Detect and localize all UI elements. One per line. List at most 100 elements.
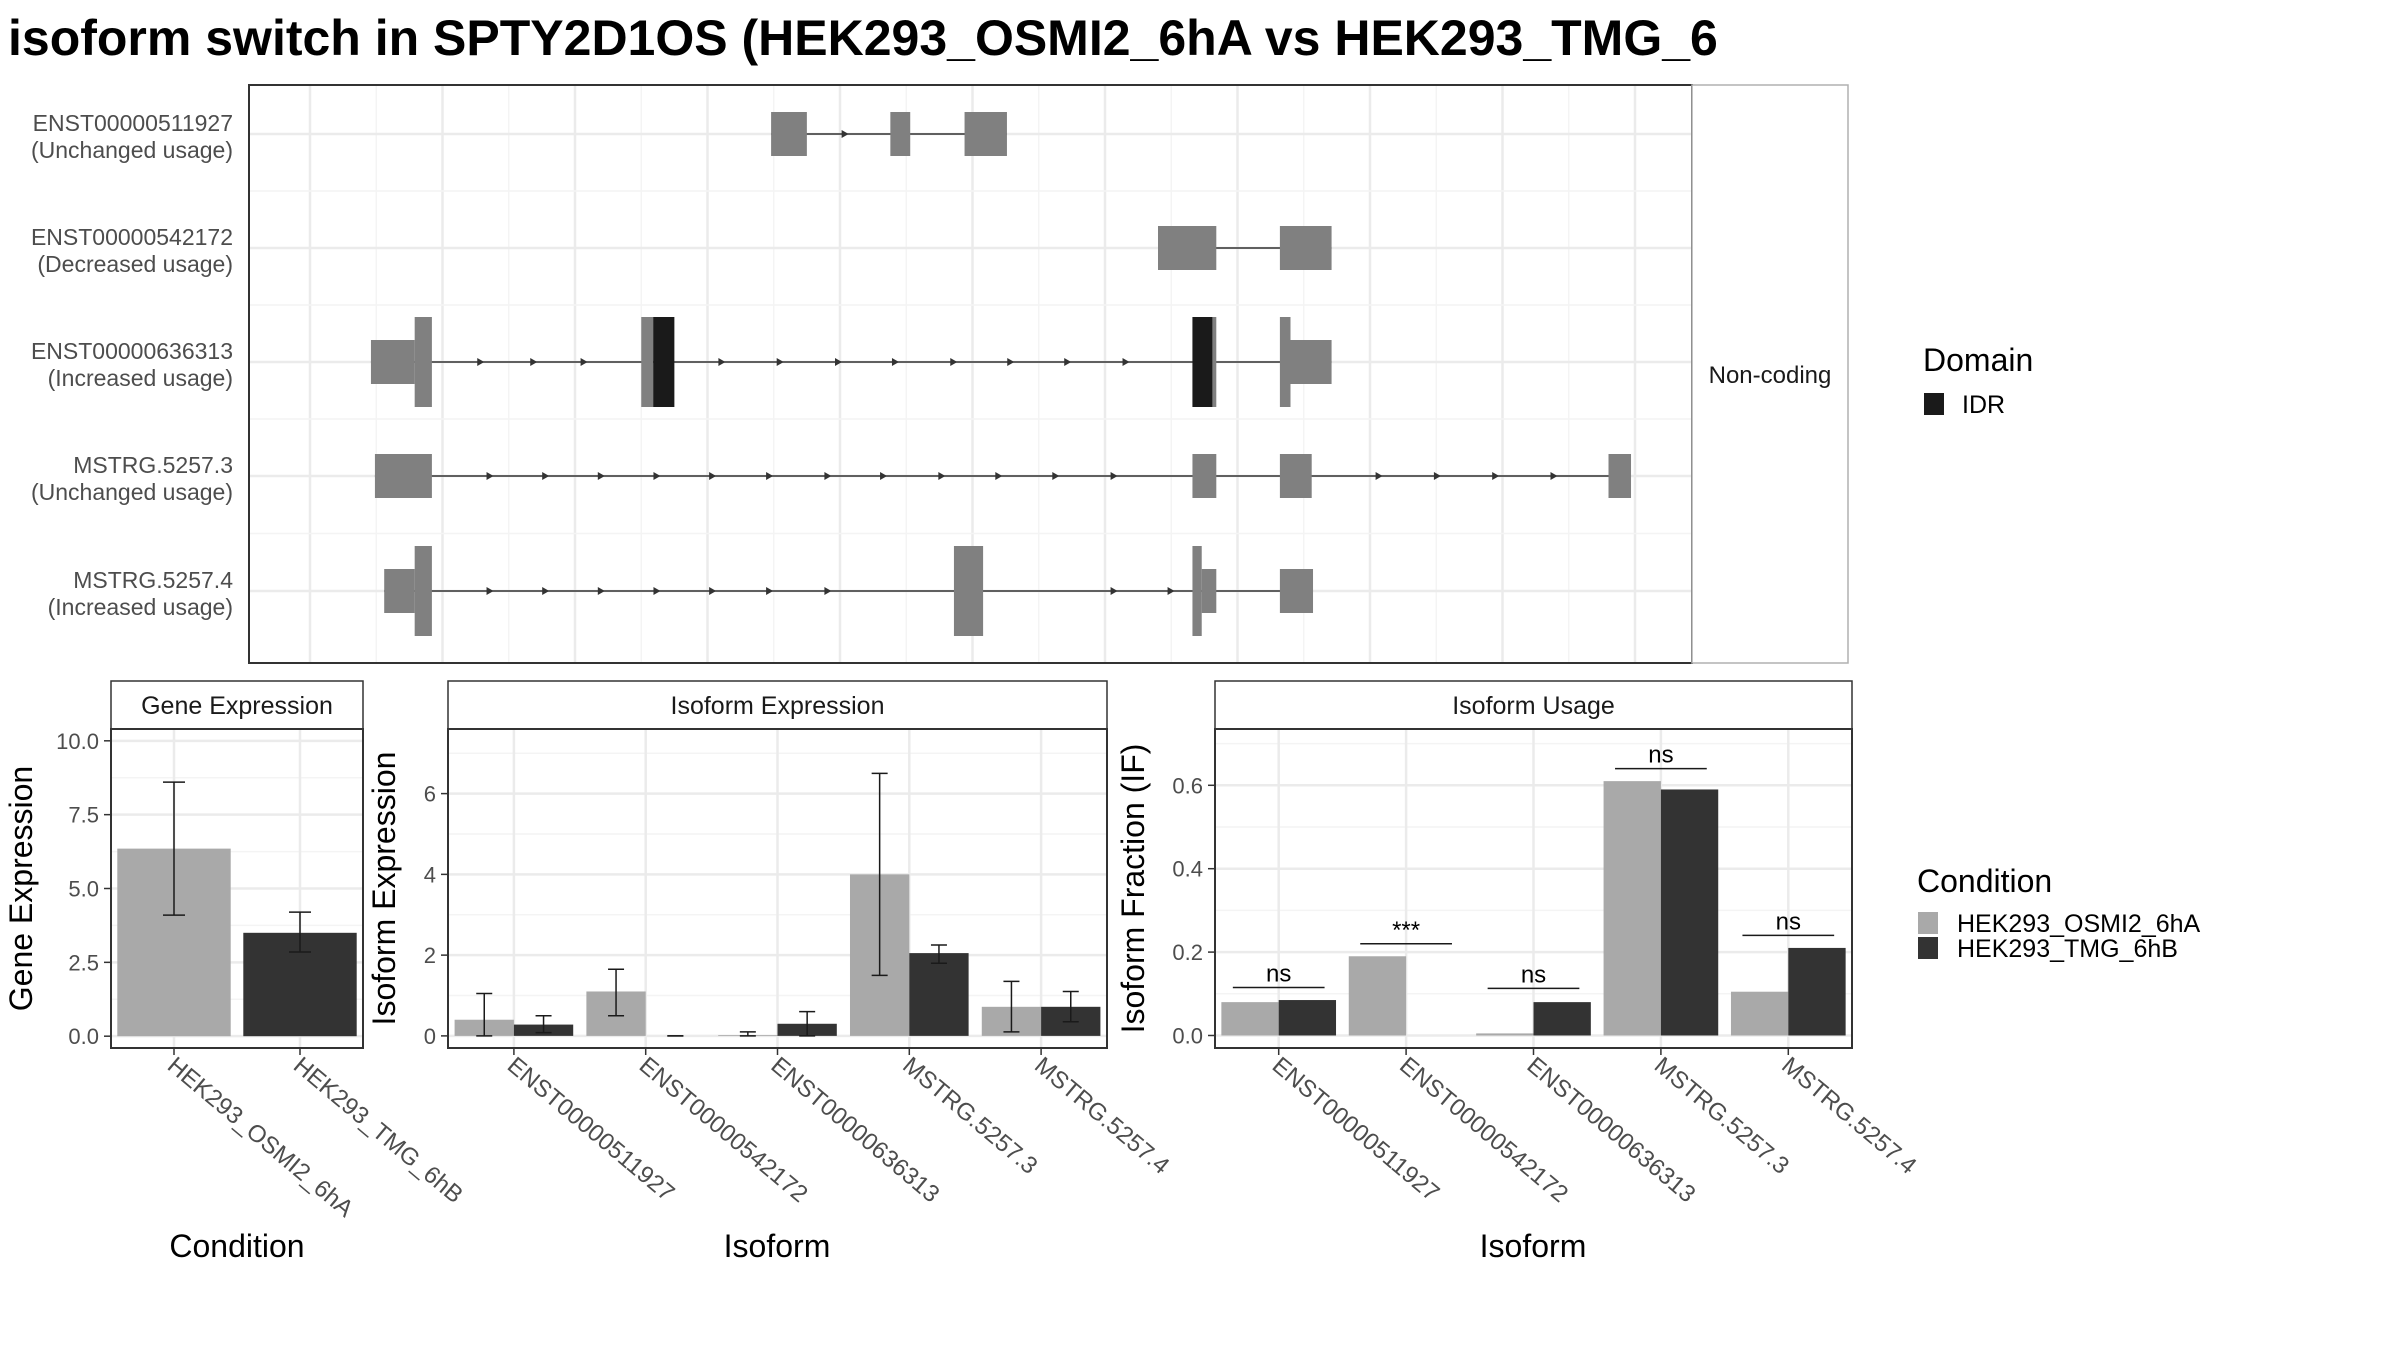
strand-arrow (542, 472, 550, 480)
bar (1278, 1000, 1337, 1036)
strand-arrow (486, 587, 494, 595)
x-tick-label: MSTRG.5257.3 (1649, 1052, 1794, 1180)
bar (1660, 789, 1719, 1036)
facet-strip (1214, 680, 1853, 730)
y-tick-label: 0.0 (1172, 1023, 1203, 1048)
strand-arrow (1110, 587, 1118, 595)
bar (1788, 947, 1846, 1036)
strand-arrow (486, 472, 494, 480)
strand-arrow (950, 358, 958, 366)
exon-block (1608, 454, 1632, 498)
exon-block (1158, 226, 1217, 270)
y-tick-label: 2.5 (68, 950, 99, 975)
x-axis-title: Condition (169, 1228, 304, 1264)
strand-arrow (542, 587, 550, 595)
exon-block (1279, 454, 1312, 498)
coding-strip-label: Non-coding (1709, 362, 1832, 389)
exon-block (1290, 340, 1332, 384)
isoform-usage-label: (Increased usage) (48, 365, 233, 391)
strand-arrow (835, 358, 842, 366)
strand-arrow (766, 472, 774, 480)
exon-block (374, 454, 432, 498)
significance-label: ns (1266, 961, 1291, 988)
exon-block (964, 112, 1007, 156)
isoform-id-label: ENST00000636313 (31, 338, 233, 364)
condition-a-legend-label: HEK293_OSMI2_6hA (1957, 910, 2201, 938)
condition-a-legend-key (1918, 912, 1938, 934)
gene-structure-panel: ENST00000511927(Unchanged usage)ENST0000… (31, 84, 1849, 664)
y-tick-label: 10.0 (56, 729, 99, 754)
y-tick-label: 0.0 (68, 1024, 99, 1049)
significance-label: ns (1521, 961, 1546, 988)
panel-border (110, 728, 364, 1049)
exon-block (1201, 569, 1217, 613)
isoform-usage-label: (Unchanged usage) (31, 137, 233, 163)
coding-strip (1691, 84, 1849, 664)
domain-legend: Domain IDR (1923, 342, 2033, 419)
strand-arrow (1007, 358, 1015, 366)
y-tick-label: 2 (424, 943, 436, 968)
y-tick-label: 0 (424, 1024, 436, 1049)
strand-arrow (597, 587, 605, 595)
isoform-id-label: ENST00000511927 (33, 110, 233, 136)
strand-arrow (776, 358, 784, 366)
x-axis-title: Isoform (1480, 1228, 1587, 1264)
isoform-usage-panel: Isoform Usage0.00.20.40.6ENST00000511927… (1115, 680, 1922, 1264)
bar (1603, 781, 1661, 1036)
exon-block (890, 112, 911, 156)
isoform-usage-label: (Increased usage) (48, 594, 233, 620)
strand-arrow (995, 472, 1003, 480)
y-tick-label: 7.5 (68, 803, 99, 828)
strand-arrow (1110, 472, 1118, 480)
y-tick-label: 0.6 (1172, 773, 1203, 798)
strand-arrow (709, 587, 717, 595)
exon-block (1192, 454, 1217, 498)
strand-arrow (1433, 472, 1441, 480)
y-tick-label: 0.2 (1172, 940, 1203, 965)
condition-legend-title: Condition (1917, 863, 2052, 899)
panel-border (1214, 728, 1853, 1049)
idr-legend-key (1924, 393, 1944, 415)
idr-domain (653, 317, 675, 407)
strand-arrow (1052, 472, 1060, 480)
domain-legend-title: Domain (1923, 342, 2033, 378)
significance-label: ns (1648, 742, 1673, 769)
y-axis-title: Gene Expression (3, 766, 39, 1011)
significance-label: ns (1776, 908, 1801, 935)
strand-arrow (1375, 472, 1383, 480)
strand-arrow (1167, 587, 1175, 595)
strand-arrow (824, 587, 832, 595)
strand-arrow (824, 472, 832, 480)
x-tick-label: MSTRG.5257.4 (1029, 1052, 1174, 1180)
facet-strip-title: Gene Expression (141, 692, 333, 720)
exon-block (414, 317, 432, 407)
x-tick-label: MSTRG.5257.4 (1776, 1052, 1921, 1180)
y-tick-label: 6 (424, 782, 436, 807)
strand-arrow (477, 358, 485, 366)
strand-arrow (766, 587, 774, 595)
facet-strip (447, 680, 1108, 730)
strand-arrow (530, 358, 538, 366)
isoform-id-label: MSTRG.5257.4 (73, 567, 233, 593)
exon-block (953, 546, 984, 636)
exon-block (771, 112, 807, 156)
isoform-usage-label: (Unchanged usage) (31, 479, 233, 505)
bar (1533, 1002, 1591, 1036)
exon-block (370, 340, 415, 384)
idr-domain (1192, 317, 1213, 407)
condition-b-legend-key (1918, 937, 1938, 959)
figure-title: isoform switch in SPTY2D1OS (HEK293_OSMI… (8, 10, 1718, 66)
strand-arrow (938, 472, 946, 480)
bar (1476, 1033, 1534, 1036)
strand-arrow (709, 472, 717, 480)
y-tick-label: 5.0 (68, 877, 99, 902)
isoform-expression-panel: Isoform Expression0246ENST00000511927ENS… (366, 680, 1174, 1264)
y-tick-label: 4 (424, 862, 436, 887)
bar (909, 953, 969, 1036)
strand-arrow (1492, 472, 1500, 480)
x-tick-label: MSTRG.5257.3 (897, 1052, 1042, 1180)
exon-block (1279, 569, 1314, 613)
exon-block (1279, 226, 1332, 270)
idr-legend-label: IDR (1962, 391, 2005, 419)
strand-arrow (718, 358, 726, 366)
